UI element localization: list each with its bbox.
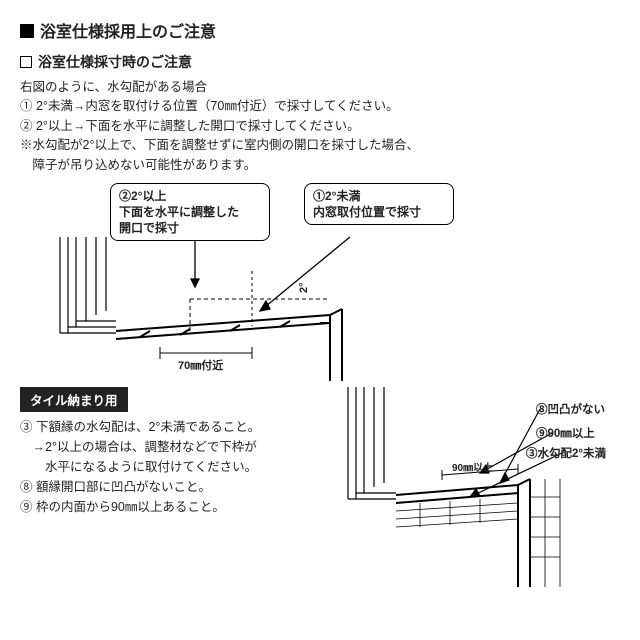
label-8: ⑧凹凸がない	[536, 401, 605, 417]
dim-70mm: 70㎜付近	[178, 357, 223, 373]
tile-section: タイル納まり用 ③ 下額縁の水勾配は、2°未満であること。 →2°以上の場合は、…	[20, 387, 620, 607]
diagram-2-svg	[330, 387, 620, 587]
label-90mm: 90㎜以上	[452, 459, 493, 474]
label-9: ⑨90㎜以上	[536, 425, 595, 441]
callout-2deg-over: ②2°以上 下面を水平に調整した 開口で採寸	[110, 183, 270, 242]
callout-2deg-under: ①2°未満 内窓取付位置で採寸	[304, 183, 454, 225]
section-subtitle: 浴室仕様採寸時のご注意	[20, 52, 620, 72]
intro-text: 右図のように、水勾配がある場合 ① 2°未満→内窓を取付ける位置（70㎜付近）で…	[20, 78, 620, 175]
diagram-1: ②2°以上 下面を水平に調整した 開口で採寸 ①2°未満 内窓取付位置で採寸 7…	[20, 181, 620, 381]
angle-2: 2°	[298, 282, 310, 293]
tile-body: ③ 下額縁の水勾配は、2°未満であること。 →2°以上の場合は、調整材などで下枠…	[20, 417, 320, 517]
page-title: 浴室仕様採用上のご注意	[20, 18, 620, 42]
tile-heading: タイル納まり用	[20, 387, 128, 412]
label-3: ③水勾配2°未満	[526, 445, 606, 461]
